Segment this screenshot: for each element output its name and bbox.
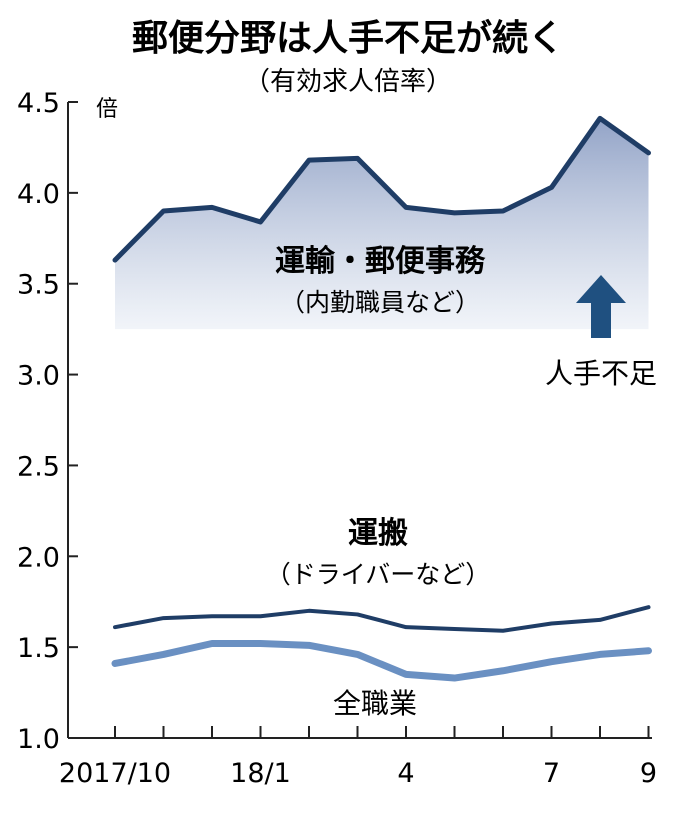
series-label-all-jobs: 全職業 (333, 687, 417, 720)
series-line-postal-office (112, 115, 651, 263)
series-line-all-jobs (111, 640, 652, 682)
chart-title: 郵便分野は人手不足が続く (132, 18, 564, 59)
series-label-postal-office: 運輸・郵便事務 (275, 244, 486, 279)
chart-subtitle: （有効求人倍率） (244, 67, 452, 97)
y-axis-unit: 倍 (96, 97, 118, 122)
y-tick-label: 1.5 (17, 633, 60, 664)
x-tick-label: 9 (640, 758, 657, 789)
x-tick-label: 7 (543, 758, 560, 789)
y-tick-label: 4.5 (17, 88, 60, 119)
x-tick-label: 4 (397, 758, 414, 789)
y-tick-label: 1.0 (17, 724, 60, 755)
x-tick-label: 18/1 (230, 758, 291, 789)
line-layer (111, 115, 652, 682)
arrow-up-icon (576, 275, 626, 338)
series-sublabel-postal-office: （内勤職員など） (280, 288, 480, 317)
series-line-transport (113, 605, 651, 633)
annotation-text: 人手不足 (545, 357, 657, 390)
label-layer: 2017/10 18/1 4 7 9 (59, 758, 657, 789)
y-tick-label: 4.0 (17, 179, 60, 210)
x-tick-label: 2017/10 (59, 758, 171, 789)
series-sublabel-transport: （ドライバーなど） (266, 560, 491, 589)
series-area-postal-office (115, 118, 649, 330)
series-label-transport: 運搬 (348, 516, 408, 551)
y-tick-label: 2.0 (17, 542, 60, 573)
y-tick-label: 3.0 (17, 361, 60, 392)
axis-layer: 4.5 4.0 3.5 3.0 2.5 2.0 1.5 1.0 (17, 88, 652, 755)
area-layer (115, 118, 649, 330)
y-tick-label: 2.5 (17, 451, 60, 482)
y-tick-label: 3.5 (17, 270, 60, 301)
